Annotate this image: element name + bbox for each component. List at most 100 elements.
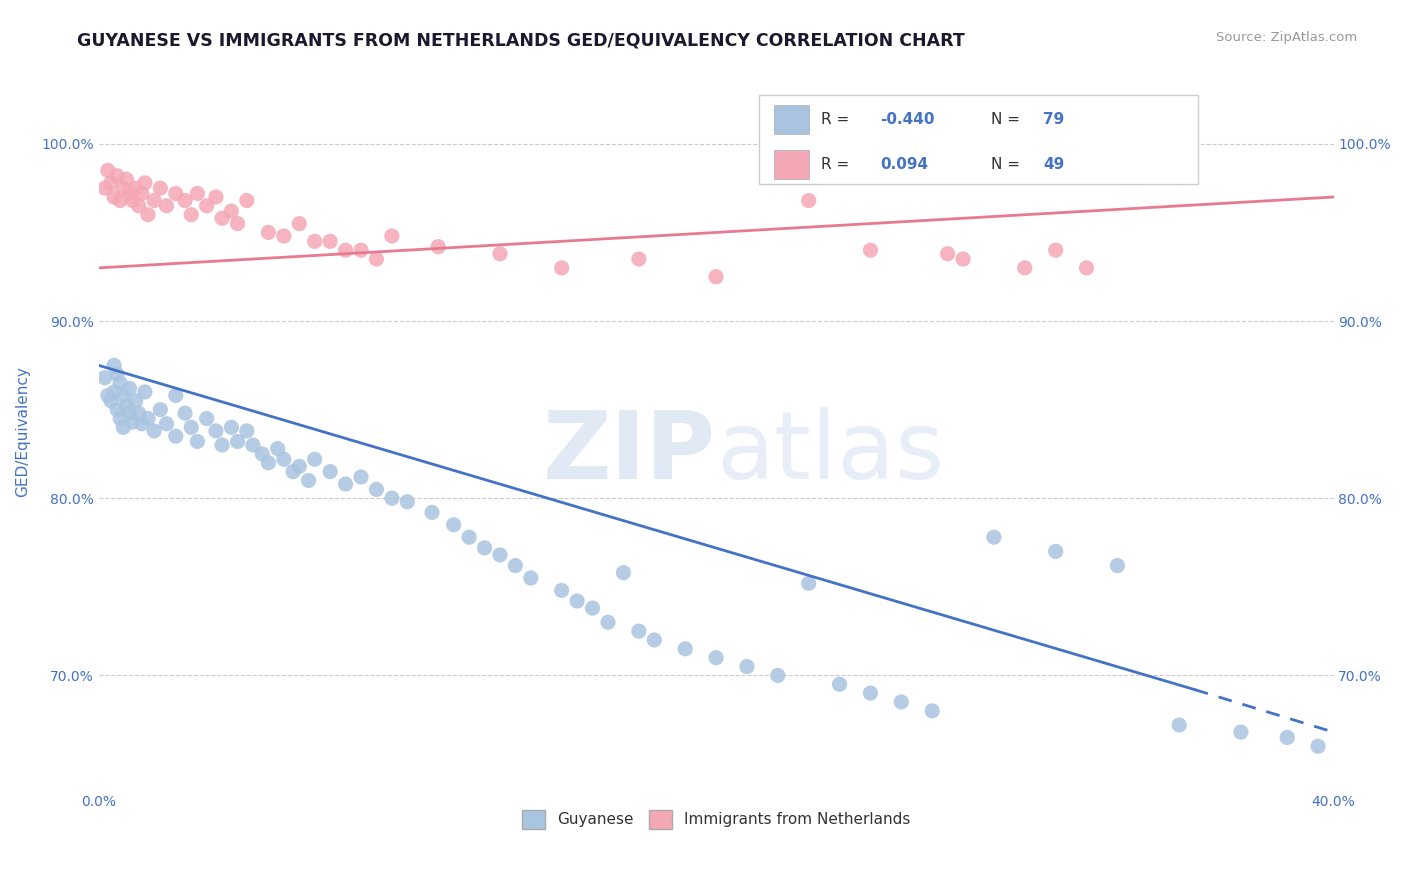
Point [242, 438, 264, 452]
Point [735, 659, 758, 673]
Point [596, 615, 619, 630]
Point [319, 235, 342, 249]
Point [335, 243, 357, 257]
Point [335, 477, 357, 491]
Point [121, 194, 143, 208]
Point [266, 442, 288, 456]
Point [112, 420, 135, 434]
Point [165, 429, 187, 443]
Point [115, 399, 138, 413]
Text: N =: N = [991, 157, 1025, 172]
Point [828, 677, 851, 691]
Point [211, 438, 233, 452]
Point [186, 434, 208, 449]
Text: -0.440: -0.440 [880, 112, 935, 128]
Text: 79: 79 [1043, 112, 1064, 128]
Text: atlas: atlas [716, 408, 945, 500]
Point [118, 186, 141, 201]
Y-axis label: GED/Equivalency: GED/Equivalency [15, 367, 30, 497]
Point [226, 217, 249, 231]
Point [186, 186, 208, 201]
Point [1076, 260, 1098, 275]
Point [936, 246, 959, 260]
Point [105, 402, 128, 417]
Point [257, 456, 280, 470]
Point [221, 204, 243, 219]
Point [136, 208, 159, 222]
Point [319, 465, 342, 479]
Point [108, 376, 131, 390]
Point [118, 406, 141, 420]
Legend: Guyanese, Immigrants from Netherlands: Guyanese, Immigrants from Netherlands [516, 804, 917, 835]
Point [221, 420, 243, 434]
Point [112, 388, 135, 402]
Point [797, 576, 820, 591]
Point [297, 474, 319, 488]
Point [474, 541, 496, 555]
Point [205, 424, 228, 438]
Point [134, 384, 156, 399]
Point [565, 594, 588, 608]
Bar [775, 150, 808, 178]
Point [236, 194, 259, 208]
Text: R =: R = [821, 157, 855, 172]
Point [94, 370, 117, 384]
Point [550, 260, 572, 275]
Point [489, 548, 512, 562]
Point [520, 571, 543, 585]
Point [396, 495, 419, 509]
Text: Source: ZipAtlas.com: Source: ZipAtlas.com [1216, 31, 1357, 45]
Point [124, 181, 146, 195]
Text: GUYANESE VS IMMIGRANTS FROM NETHERLANDS GED/EQUIVALENCY CORRELATION CHART: GUYANESE VS IMMIGRANTS FROM NETHERLANDS … [77, 31, 965, 49]
Point [108, 194, 131, 208]
Point [921, 704, 943, 718]
Point [128, 199, 150, 213]
Point [350, 470, 373, 484]
Point [252, 447, 274, 461]
Point [673, 641, 696, 656]
Point [550, 583, 572, 598]
Point [195, 199, 218, 213]
Point [180, 420, 202, 434]
Point [174, 194, 197, 208]
Point [105, 368, 128, 382]
Point [627, 624, 650, 639]
Point [124, 393, 146, 408]
Point [103, 190, 125, 204]
Point [195, 411, 218, 425]
Point [149, 402, 172, 417]
Point [131, 186, 153, 201]
Point [211, 211, 233, 226]
Point [155, 199, 177, 213]
Point [103, 384, 125, 399]
Point [1045, 544, 1067, 558]
Point [165, 388, 187, 402]
Point [1014, 260, 1036, 275]
Point [1306, 739, 1329, 754]
Point [797, 194, 820, 208]
Point [236, 424, 259, 438]
Point [273, 229, 295, 244]
Point [155, 417, 177, 431]
Point [143, 424, 166, 438]
Point [304, 235, 326, 249]
Bar [759, 95, 1198, 185]
Point [1230, 725, 1253, 739]
Point [97, 388, 120, 402]
Point [505, 558, 527, 573]
Point [1107, 558, 1129, 573]
Point [612, 566, 634, 580]
Point [643, 632, 665, 647]
Point [304, 452, 326, 467]
Point [704, 650, 727, 665]
Point [226, 434, 249, 449]
Point [103, 359, 125, 373]
Point [581, 601, 603, 615]
Point [458, 530, 481, 544]
Point [627, 252, 650, 266]
Point [94, 181, 117, 195]
Point [121, 415, 143, 429]
Point [1168, 718, 1191, 732]
Text: R =: R = [821, 112, 855, 128]
Point [118, 381, 141, 395]
